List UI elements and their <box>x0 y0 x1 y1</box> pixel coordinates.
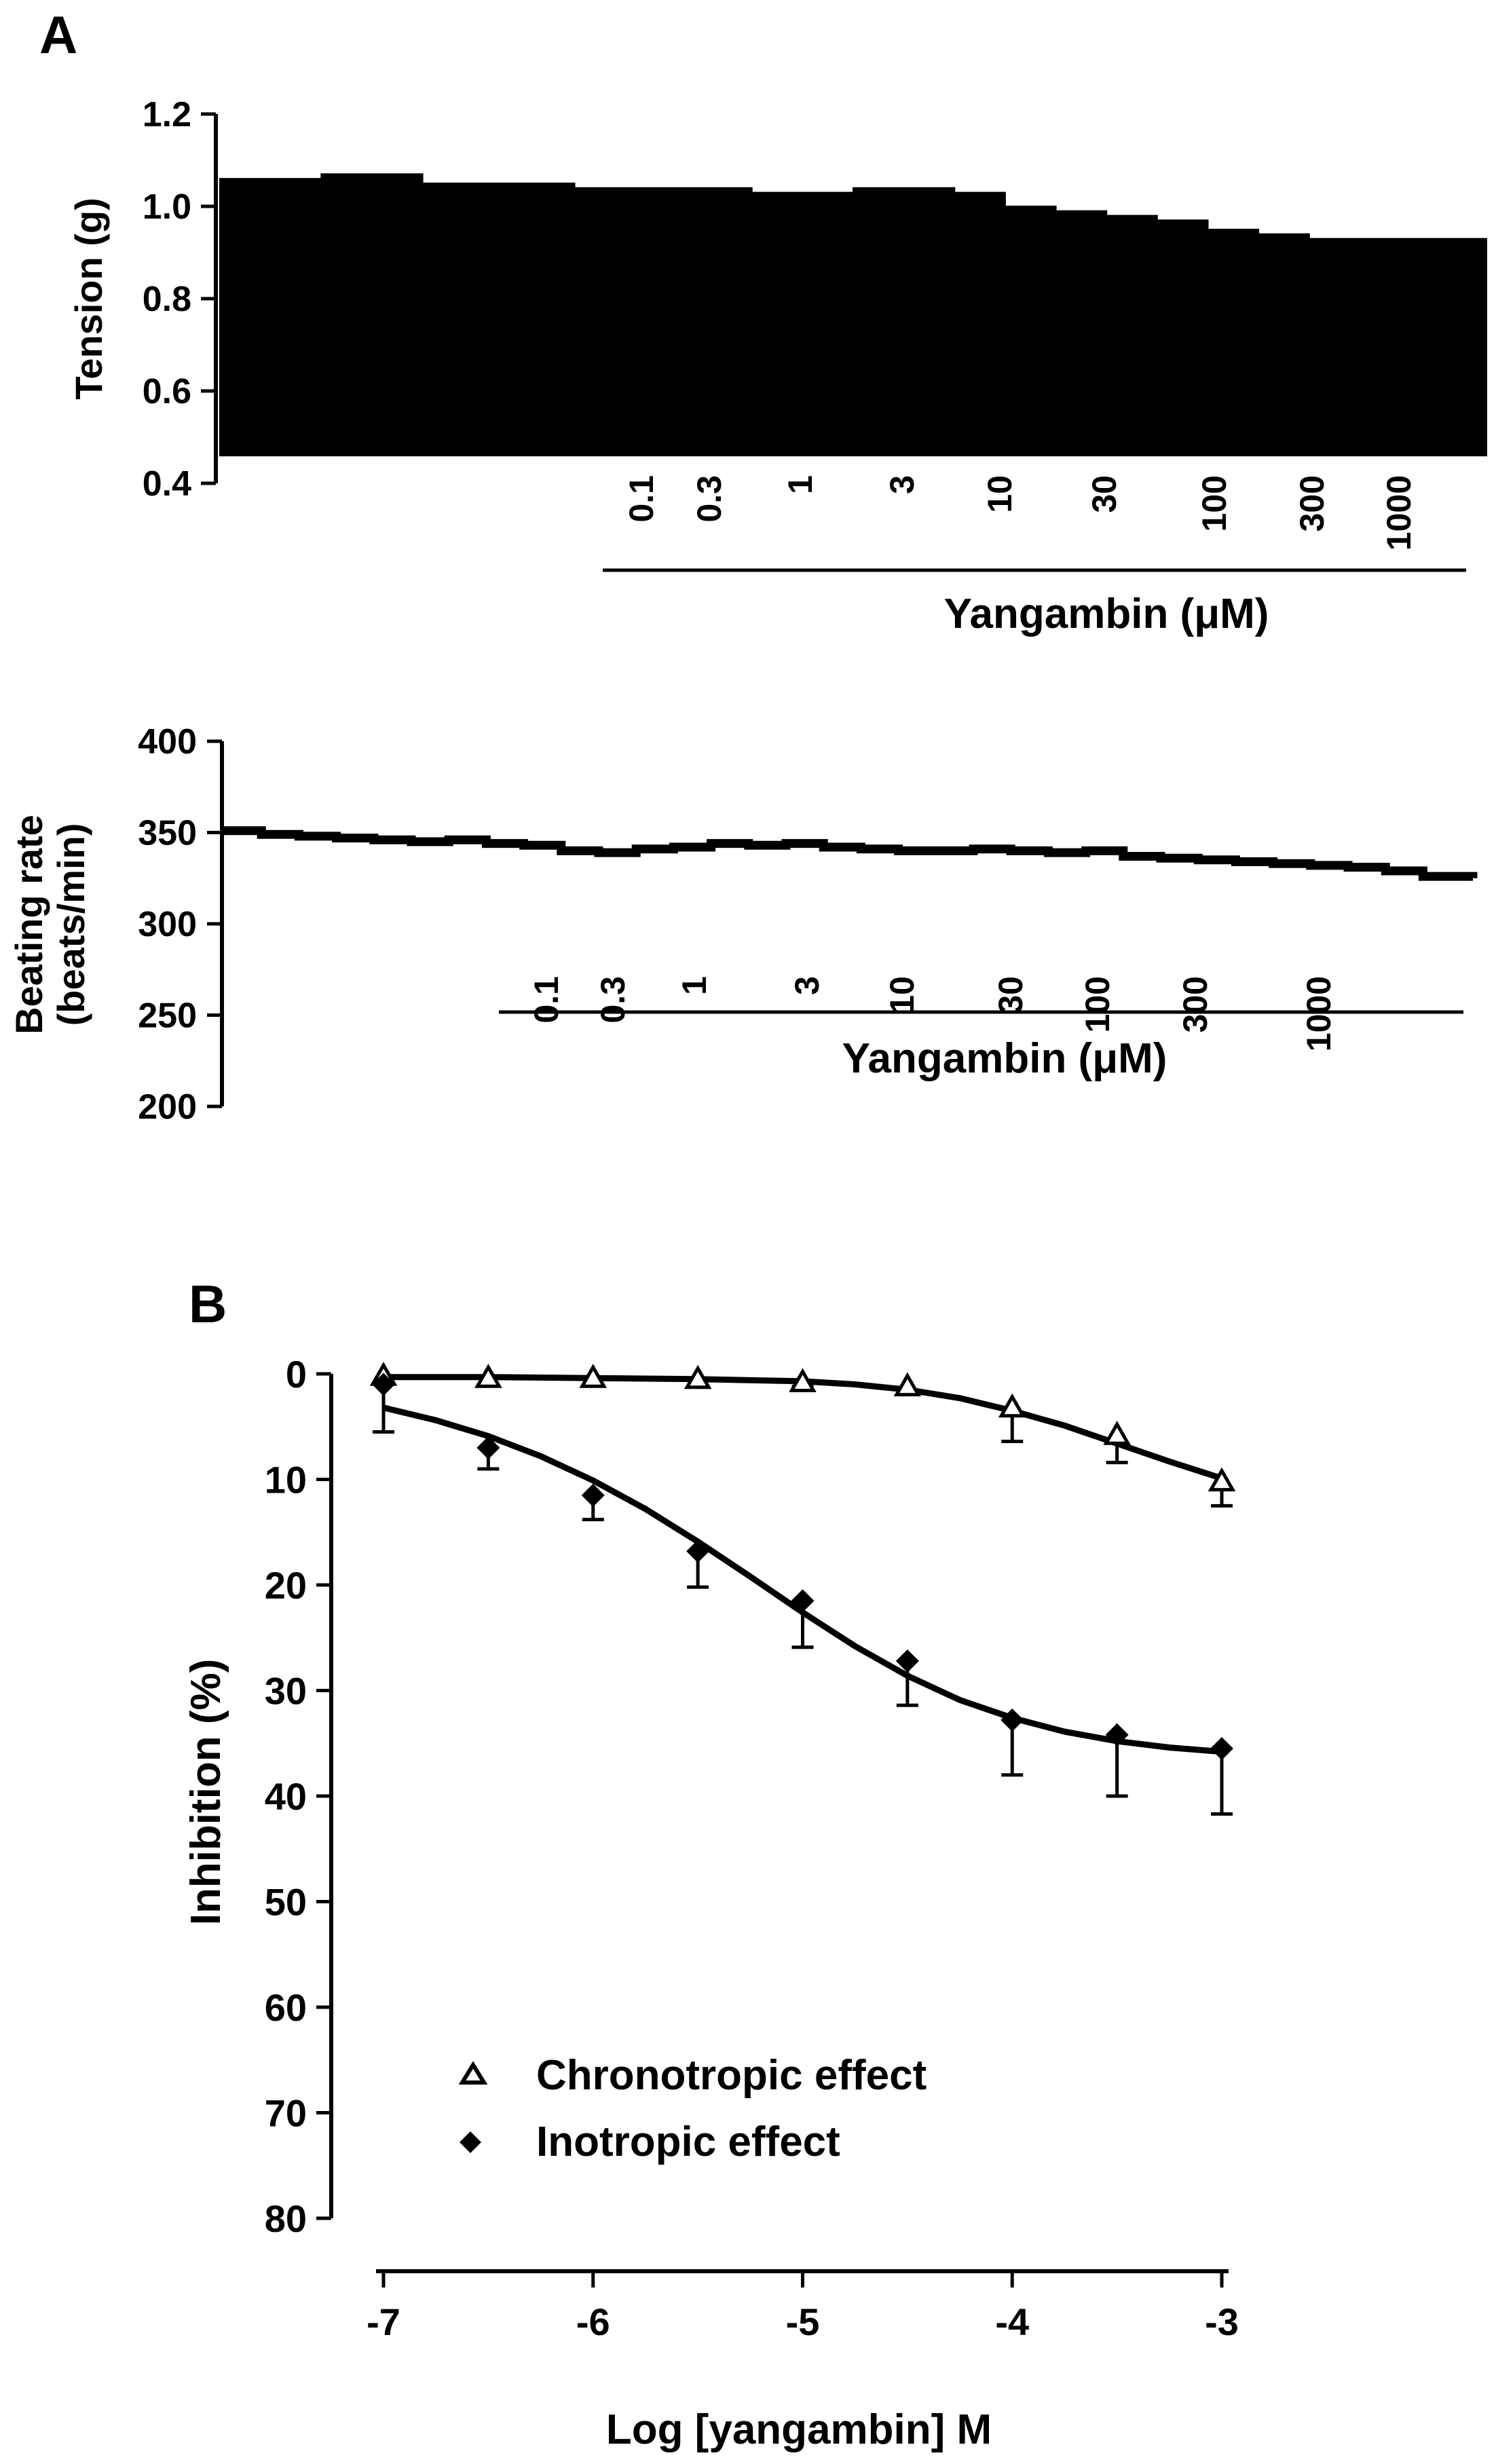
beating-rate-trace <box>224 826 1478 881</box>
rate-y-label-line1: Beating rate <box>7 815 50 1034</box>
rate-y-tick-label: 350 <box>138 814 197 853</box>
b-x-tick-label: -5 <box>786 2300 820 2343</box>
tension-dose-label: 0.3 <box>690 475 728 523</box>
tension-dose-labels: 0.1 0.3 1 3 10 30 100 300 1000 <box>622 475 1418 550</box>
inotropic-point <box>686 1539 710 1563</box>
chronotropic-point <box>579 1364 607 1388</box>
tension-y-tick-label: 0.8 <box>143 280 191 319</box>
tension-chart: 0.4 0.6 0.8 1.0 1.2 Tension (g) 0.1 0.3 1 3 10 30… <box>67 95 1487 637</box>
inotropic-fit-curve <box>382 1404 1222 1755</box>
legend-open-triangle-icon <box>458 2061 488 2085</box>
panel-a-label: A <box>39 5 77 64</box>
chronotropic-point <box>1208 1467 1236 1492</box>
tension-dose-axis-label: Yangambin (μM) <box>944 591 1269 637</box>
b-x-tick-label: -4 <box>995 2300 1029 2343</box>
tension-dose-label: 1000 <box>1380 475 1418 550</box>
rate-y-tick-label: 300 <box>138 905 197 944</box>
chronotropic-point <box>998 1393 1026 1418</box>
rate-y-tick-label: 200 <box>138 1087 197 1127</box>
rate-dose-axis-label: Yangambin (μM) <box>842 1035 1167 1082</box>
chronotropic-point <box>684 1364 712 1389</box>
b-x-label: Log [yangambin] M <box>606 2406 992 2453</box>
tension-dose-label: 3 <box>883 475 921 494</box>
legend-filled-diamond-icon <box>460 2131 481 2153</box>
tension-y-tick-label: 1.0 <box>143 187 191 227</box>
beating-rate-chart: 200 250 300 350 400 Beating rate (beats/min)… <box>7 722 1478 1127</box>
rate-y-ticks: 200 250 300 350 400 <box>138 722 222 1127</box>
inotropic-point <box>476 1436 500 1459</box>
rate-y-tick-label: 400 <box>138 722 197 762</box>
inotropic-point <box>1210 1737 1233 1761</box>
b-y-tick-label: 50 <box>265 1881 307 1924</box>
b-x-tick-label: -6 <box>576 2300 610 2343</box>
rate-y-label-line2: (beats/min) <box>50 823 92 1026</box>
inotropic-point <box>1105 1723 1129 1747</box>
inotropic-point <box>791 1589 815 1613</box>
rate-dose-label: 1 <box>675 976 713 995</box>
b-y-tick-label: 40 <box>265 1775 307 1818</box>
tension-dose-label: 300 <box>1293 475 1331 531</box>
b-y-tick-label: 20 <box>265 1564 307 1607</box>
concentration-response-chart: 0 10 20 30 40 50 60 70 80 -7 -6 -5 -4 -3 Inhibition … <box>183 1353 1239 2453</box>
tension-y-ticks: 0.4 0.6 0.8 1.0 1.2 <box>143 95 216 504</box>
tension-y-label: Tension (g) <box>67 198 110 400</box>
rate-dose-label: 30 <box>992 976 1030 1014</box>
b-y-tick-label: 0 <box>286 1353 307 1396</box>
inotropic-point <box>372 1373 395 1396</box>
tension-y-tick-label: 0.4 <box>143 464 191 504</box>
b-x-tick-label: -3 <box>1205 2300 1239 2343</box>
b-y-tick-label: 30 <box>265 1670 307 1713</box>
chronotropic-fit-curve <box>384 1374 1223 1482</box>
rate-dose-label: 300 <box>1176 976 1214 1032</box>
rate-dose-label: 100 <box>1079 976 1117 1032</box>
b-legend: Chronotropic effect Inotropic effect <box>458 2052 927 2165</box>
chronotropic-point <box>474 1364 502 1388</box>
chronotropic-point <box>893 1372 922 1397</box>
inotropic-point <box>581 1483 605 1507</box>
b-x-ticks: -7 -6 -5 -4 -3 <box>367 2271 1239 2343</box>
b-x-tick-label: -7 <box>367 2300 400 2343</box>
inotropic-point <box>895 1649 919 1673</box>
b-y-ticks: 0 10 20 30 40 50 60 70 80 <box>265 1353 331 2240</box>
panel-b-label: B <box>189 1274 227 1334</box>
chronotropic-point <box>1103 1421 1131 1445</box>
legend-inotropic-label: Inotropic effect <box>536 2118 840 2165</box>
b-y-tick-label: 60 <box>265 1986 307 2029</box>
rate-dose-label: 3 <box>788 976 826 995</box>
tension-y-tick-label: 0.6 <box>143 372 191 411</box>
rate-dose-label: 0.1 <box>527 976 565 1024</box>
rate-dose-labels: 0.1 0.3 1 3 10 30 100 300 1000 <box>527 976 1338 1051</box>
tension-dose-label: 0.1 <box>622 475 660 523</box>
tension-dose-label: 1 <box>781 475 819 494</box>
tension-dose-label: 30 <box>1085 475 1123 513</box>
legend-chronotropic-label: Chronotropic effect <box>536 2052 927 2099</box>
inotropic-point <box>1001 1709 1024 1732</box>
tension-dose-label: 100 <box>1195 475 1233 531</box>
rate-dose-label: 10 <box>883 976 921 1014</box>
rate-dose-label: 0.3 <box>594 976 632 1024</box>
b-y-tick-label: 70 <box>265 2092 307 2135</box>
rate-y-tick-label: 250 <box>138 996 197 1036</box>
b-plot-area <box>369 1362 1236 1816</box>
chronotropic-point <box>789 1368 817 1392</box>
tension-y-tick-label: 1.2 <box>143 95 191 134</box>
rate-dose-label: 1000 <box>1300 976 1338 1051</box>
tension-trace <box>219 173 1487 457</box>
b-y-tick-label: 80 <box>265 2197 307 2240</box>
b-y-tick-label: 10 <box>265 1459 307 1501</box>
b-y-label: Inhibition (%) <box>183 1659 229 1926</box>
tension-dose-label: 10 <box>981 475 1019 513</box>
